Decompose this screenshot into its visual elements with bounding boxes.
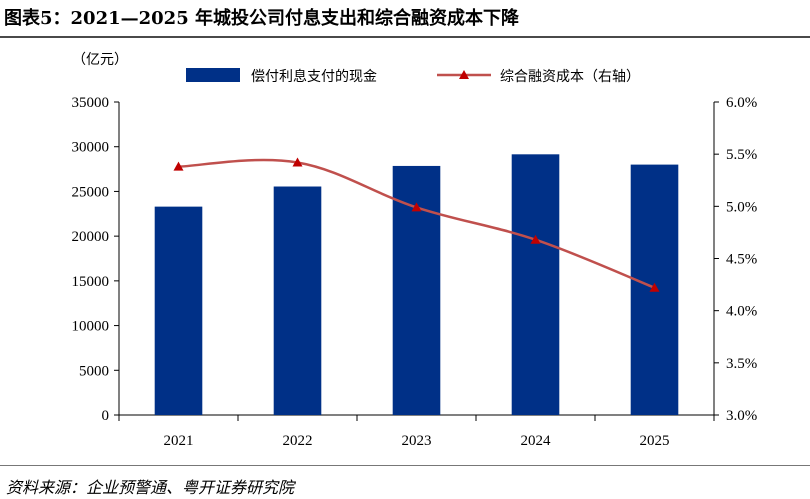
line-marker [530, 234, 541, 244]
bar [511, 154, 560, 415]
legend-swatch-bar [186, 68, 240, 82]
legend-swatch-marker [459, 70, 469, 79]
line-marker [649, 282, 660, 292]
y-tick-label: 20000 [72, 229, 110, 245]
y-unit-label: （亿元） [72, 52, 128, 68]
x-tick-label: 2025 [640, 433, 670, 449]
line-marker [411, 202, 422, 212]
line-marker [292, 157, 303, 167]
x-tick-label: 2021 [164, 433, 194, 449]
chart-axes: 0 5000 10000 15000 20000 25000 30000 35000 3.0% 3… [72, 95, 758, 449]
source-note: 资料来源：企业预警通、粤开证券研究院 [6, 478, 295, 497]
y-tick-label: 5000 [79, 363, 109, 379]
y2-tick-label: 3.5% [726, 356, 757, 372]
y2-tick-label: 6.0% [726, 95, 757, 111]
chart-title: 图表5：2021—2025 年城投公司付息支出和综合融资成本下降 [4, 8, 519, 29]
y-tick-label: 10000 [72, 319, 110, 335]
x-tick-label: 2023 [402, 433, 432, 449]
y2-tick-label: 5.5% [726, 147, 757, 163]
y2-tick-label: 4.5% [726, 252, 757, 268]
y-tick-label: 30000 [72, 140, 110, 156]
y-tick-label: 15000 [72, 274, 110, 290]
legend-label-bar: 偿付利息支付的现金 [251, 68, 377, 85]
y-tick-label: 35000 [72, 95, 110, 111]
legend: 偿付利息支付的现金 综合融资成本（右轴） [186, 68, 640, 85]
legend-label-line: 综合融资成本（右轴） [500, 69, 640, 85]
bar-series [154, 154, 679, 415]
footer-divider [0, 465, 810, 466]
y2-tick-label: 4.0% [726, 304, 757, 320]
y2-tick-label: 5.0% [726, 199, 757, 215]
y-tick-label: 0 [102, 408, 110, 424]
line-series [173, 157, 660, 292]
y-tick-label: 25000 [72, 184, 110, 200]
x-tick-label: 2022 [283, 433, 313, 449]
y2-tick-label: 3.0% [726, 408, 757, 424]
title-divider [0, 36, 810, 38]
line-marker [173, 161, 184, 171]
bar [154, 206, 203, 415]
x-tick-label: 2024 [521, 433, 552, 449]
bar [273, 186, 322, 415]
